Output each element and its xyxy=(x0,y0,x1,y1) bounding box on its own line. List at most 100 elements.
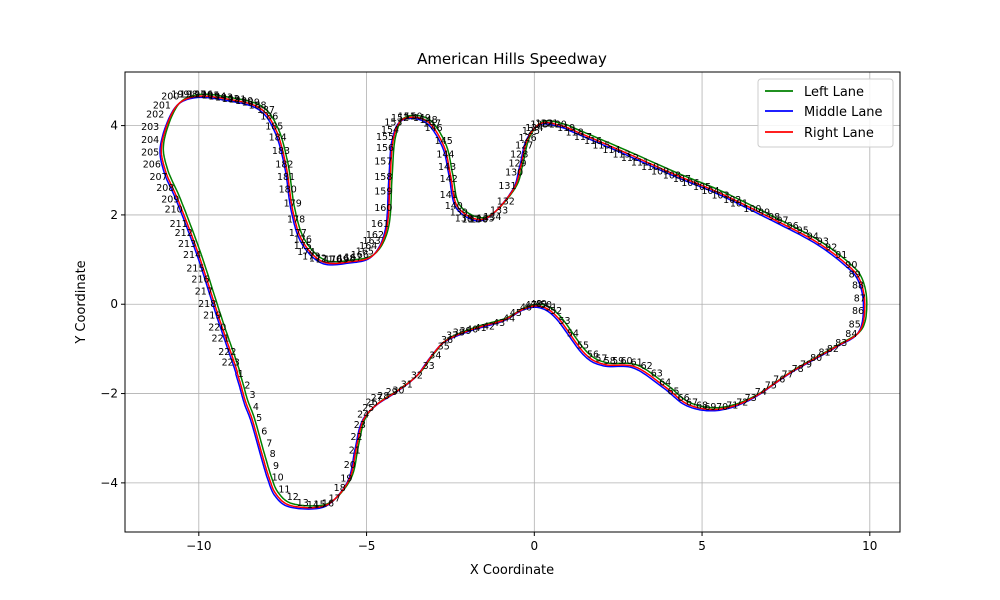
point-label: 160 xyxy=(374,203,392,214)
point-label: 40 xyxy=(466,325,478,336)
point-label: 73 xyxy=(745,393,757,404)
point-label: 222 xyxy=(218,347,236,358)
point-label: 180 xyxy=(279,184,297,195)
point-label: 150 xyxy=(404,112,422,123)
point-label: 215 xyxy=(186,264,204,275)
x-tick-label: 0 xyxy=(530,539,538,553)
point-label: 203 xyxy=(141,122,159,133)
point-label: 140 xyxy=(445,201,463,212)
point-label: 196 xyxy=(195,89,213,100)
point-label: 188 xyxy=(248,100,266,111)
point-label: 156 xyxy=(376,143,394,154)
point-label: 112 xyxy=(621,153,639,164)
point-label: 126 xyxy=(519,133,537,144)
point-label: 171 xyxy=(316,255,334,266)
point-label: 24 xyxy=(357,410,369,421)
point-label: 108 xyxy=(663,171,681,182)
point-label: 214 xyxy=(183,250,201,261)
point-label: 97 xyxy=(777,216,789,227)
point-label: 114 xyxy=(602,145,620,156)
point-label: 141 xyxy=(440,190,458,201)
point-label: 184 xyxy=(269,133,287,144)
point-label: 218 xyxy=(198,299,216,310)
point-label: 72 xyxy=(736,397,748,408)
point-label: 189 xyxy=(242,97,260,108)
point-label: 23 xyxy=(354,420,366,431)
point-label: 107 xyxy=(673,174,691,185)
point-label: 207 xyxy=(149,172,167,183)
point-label: 164 xyxy=(359,241,377,252)
point-label: 165 xyxy=(356,247,374,258)
point-label: 139 xyxy=(450,208,468,219)
point-label: 204 xyxy=(141,135,159,146)
point-label: 216 xyxy=(191,275,209,286)
point-label: 70 xyxy=(716,402,728,413)
point-label: 81 xyxy=(818,347,830,358)
point-label: 220 xyxy=(208,322,226,333)
point-label: 178 xyxy=(287,214,305,225)
point-label: 53 xyxy=(558,316,570,327)
point-label: 157 xyxy=(374,156,392,167)
point-label: 32 xyxy=(411,371,423,382)
point-label: 41 xyxy=(475,323,487,334)
point-label: 12 xyxy=(287,492,299,503)
point-label: 131 xyxy=(498,181,516,192)
point-label: 34 xyxy=(429,351,441,362)
point-label: 10 xyxy=(272,473,284,484)
point-label: 105 xyxy=(693,182,711,193)
point-label: 36 xyxy=(441,335,453,346)
point-label: 206 xyxy=(143,159,161,170)
point-label: 201 xyxy=(153,100,171,111)
point-label: 205 xyxy=(141,147,159,158)
y-tick-label: 2 xyxy=(110,208,118,222)
chart-title: American Hills Speedway xyxy=(417,50,607,68)
point-label: 33 xyxy=(423,361,435,372)
point-label: 159 xyxy=(374,187,392,198)
point-label: 198 xyxy=(180,89,198,100)
point-label: 38 xyxy=(453,327,465,338)
point-label: 147 xyxy=(423,118,441,129)
point-label: 52 xyxy=(550,306,562,317)
point-label: 44 xyxy=(503,314,515,325)
point-label: 132 xyxy=(497,197,515,208)
point-label: 158 xyxy=(374,172,392,183)
point-label: 67 xyxy=(686,397,698,408)
point-label: 208 xyxy=(156,183,174,194)
point-label: 223 xyxy=(222,357,240,368)
point-label: 58 xyxy=(604,356,616,367)
point-label: 94 xyxy=(807,231,819,242)
point-label: 172 xyxy=(309,254,327,265)
point-label: 101 xyxy=(730,199,748,210)
point-label: 86 xyxy=(852,306,864,317)
point-label: 11 xyxy=(278,485,290,496)
point-label: 90 xyxy=(845,260,857,271)
point-label: 100 xyxy=(743,204,761,215)
lane-lines xyxy=(159,93,868,510)
point-label: 209 xyxy=(161,194,179,205)
point-label: 62 xyxy=(641,361,653,372)
point-label: 79 xyxy=(800,360,812,371)
point-label: 199 xyxy=(171,89,189,100)
point-label: 219 xyxy=(203,310,221,321)
series-line-right-lane xyxy=(160,95,866,509)
point-label: 202 xyxy=(146,109,164,120)
point-label: 179 xyxy=(284,199,302,210)
point-label: 136 xyxy=(470,214,488,225)
point-label: 26 xyxy=(366,397,378,408)
point-label: 45 xyxy=(510,308,522,319)
point-label: 35 xyxy=(438,342,450,353)
point-label: 43 xyxy=(493,318,505,329)
point-label: 74 xyxy=(755,387,767,398)
point-label: 181 xyxy=(277,172,295,183)
point-label: 57 xyxy=(595,354,607,365)
point-label: 88 xyxy=(852,280,864,291)
point-label: 118 xyxy=(565,127,583,138)
point-label: 177 xyxy=(289,228,307,239)
legend-label-left-lane: Left Lane xyxy=(804,85,864,100)
point-label: 119 xyxy=(557,123,575,134)
point-label: 89 xyxy=(849,269,861,280)
y-tick-label: 0 xyxy=(110,297,118,311)
plot-frame xyxy=(124,71,901,533)
point-label: 59 xyxy=(612,356,624,367)
